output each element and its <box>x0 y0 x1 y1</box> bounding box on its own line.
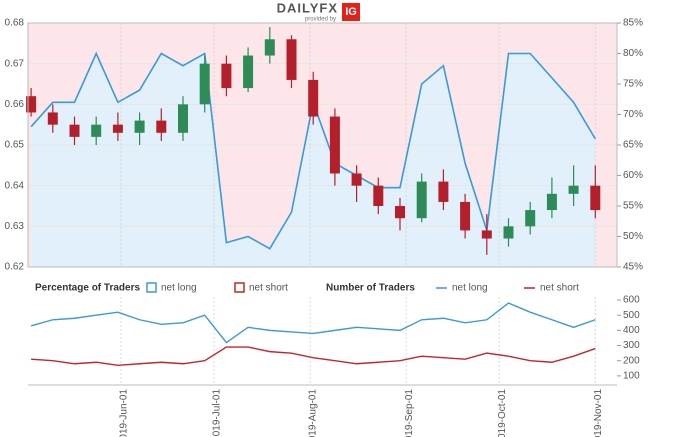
candle-body <box>134 120 145 133</box>
y2-tick-label: 60% <box>623 170 643 181</box>
candle-body <box>416 181 427 219</box>
legend-label: net short <box>540 283 579 294</box>
net-long-area <box>31 53 596 267</box>
series-line <box>31 346 596 366</box>
legend-swatch <box>234 282 245 293</box>
candle-body <box>525 210 536 227</box>
candle-body <box>460 201 471 231</box>
candle-body <box>221 63 232 89</box>
legend-label: net long <box>161 283 197 294</box>
candle-body <box>47 112 58 125</box>
candle-body <box>112 124 123 133</box>
x-tick-label: 2019-Jun-01 <box>119 389 130 437</box>
legend-label: net long <box>452 283 488 294</box>
candle-body <box>481 230 492 239</box>
series-line <box>30 302 596 344</box>
y2-tick-label: 600 <box>623 295 640 306</box>
candle-body <box>91 124 102 137</box>
candle-body <box>568 185 579 194</box>
y2-tick-label: 300 <box>623 340 640 351</box>
y2-tick-label: 65% <box>623 140 643 151</box>
y2-tick-label: 400 <box>623 325 640 336</box>
y2-tick-label: 80% <box>623 48 643 59</box>
net-short-area <box>31 23 596 249</box>
x-tick-label: 2019-Nov-01 <box>593 389 604 437</box>
y2-tick-label: 55% <box>623 201 643 212</box>
y2-tick-label: 200 <box>623 355 640 366</box>
y2-tick-label: 50% <box>623 231 643 242</box>
candle-body <box>243 55 254 89</box>
tagline: provided by <box>305 17 336 23</box>
logo-box <box>342 3 360 21</box>
y-tick-label: 0.68 <box>5 18 25 29</box>
candle-body <box>351 173 362 186</box>
x-tick-label: 2019-Aug-01 <box>308 389 319 437</box>
y-tick-label: 0.64 <box>5 180 25 191</box>
y-tick-label: 0.66 <box>5 99 25 110</box>
candle-body <box>156 120 167 133</box>
y2-tick-label: 500 <box>623 310 640 321</box>
x-tick-label: 2019-Jul-01 <box>212 389 223 437</box>
candle-body <box>329 116 340 174</box>
y-tick-label: 0.62 <box>5 262 25 273</box>
y2-tick-label: 45% <box>623 262 643 273</box>
candle-body <box>69 124 80 137</box>
candle-body <box>546 193 557 211</box>
legend-label: net short <box>249 283 288 294</box>
candle-body <box>373 185 384 206</box>
y2-tick-label: 100 <box>623 371 640 382</box>
y-tick-label: 0.63 <box>5 221 25 232</box>
logo: IG <box>345 6 357 18</box>
candle-body <box>264 39 275 56</box>
candle-body <box>26 96 37 113</box>
candle-body <box>590 185 601 211</box>
x-tick-label: 2019-Oct-01 <box>497 389 508 437</box>
legend-title: Number of Traders <box>326 283 415 294</box>
y-tick-label: 0.65 <box>5 140 25 151</box>
legend-title: Percentage of Traders <box>35 283 140 294</box>
legend-swatch <box>146 282 157 293</box>
candle-body <box>395 206 405 219</box>
candle-body <box>199 63 210 105</box>
plot-frame <box>27 22 618 268</box>
candle-body <box>503 226 514 239</box>
brand: DAILYFX <box>277 0 338 15</box>
y2-tick-label: 85% <box>623 18 643 29</box>
y2-tick-label: 75% <box>623 79 643 90</box>
candle-body <box>178 104 188 133</box>
y2-tick-label: 70% <box>623 109 643 120</box>
y-tick-label: 0.67 <box>5 58 25 69</box>
candle-body <box>438 181 449 202</box>
candle-body <box>308 79 319 117</box>
x-tick-label: 2019-Sep-01 <box>404 389 415 437</box>
candle-body <box>286 39 297 80</box>
